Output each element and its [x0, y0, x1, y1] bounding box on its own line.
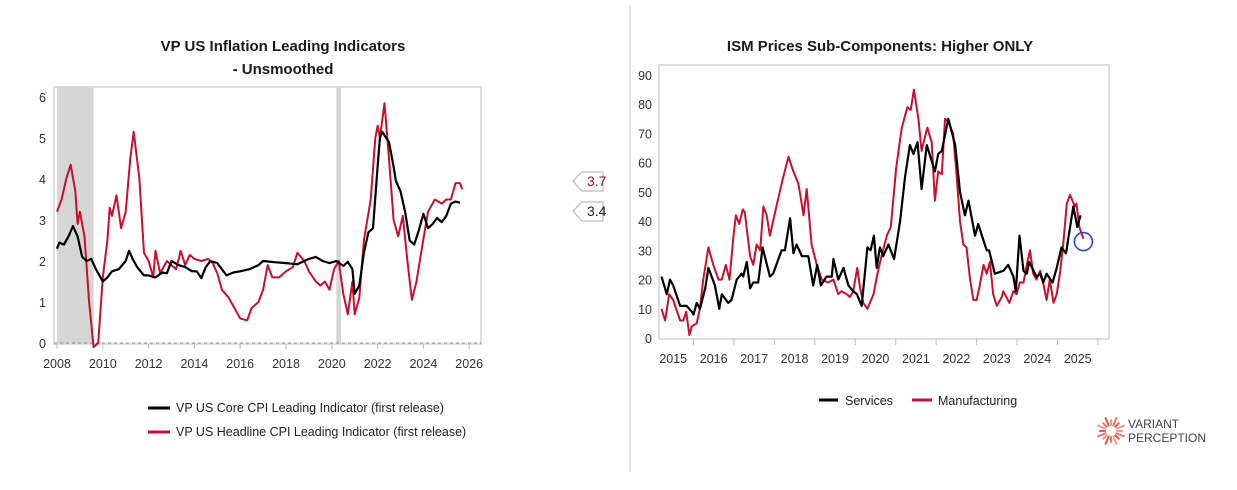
logo-burst-icon	[1097, 417, 1125, 445]
y-tick-label: 10	[638, 303, 652, 317]
logo-ray	[1114, 422, 1120, 428]
logo-ray	[1102, 434, 1108, 440]
y-tick-label: 0	[645, 332, 652, 346]
logo-ray	[1097, 432, 1107, 438]
legend-label-manufacturing: Manufacturing	[938, 394, 1017, 408]
logo-ray	[1104, 417, 1110, 427]
x-tick-label: 2014	[180, 357, 208, 371]
y-tick-label: 0	[39, 337, 46, 351]
logo-ray	[1114, 434, 1120, 440]
logo-ray	[1115, 424, 1125, 430]
x-tick-label: 2016	[226, 357, 254, 371]
legend-label-core: VP US Core CPI Leading Indicator (first …	[176, 401, 444, 415]
x-tick-label: 2023	[983, 352, 1011, 366]
y-tick-label: 4	[39, 173, 46, 187]
headline-cpi-line	[56, 102, 464, 349]
logo-ray	[1115, 432, 1125, 438]
x-tick-label: 2008	[43, 357, 71, 371]
y-tick-label: 1	[39, 296, 46, 310]
x-tick-label: 2022	[364, 357, 392, 371]
logo-text-line2: PERCEPTION	[1128, 431, 1206, 445]
x-tick-label: 2024	[1023, 352, 1051, 366]
core-cpi-line	[55, 130, 461, 295]
logo-text-line1: VARIANT	[1128, 417, 1180, 431]
x-tick-label: 2019	[821, 352, 849, 366]
left-chart: VP US Inflation Leading Indicators - Uns…	[39, 38, 607, 439]
y-tick-label: 80	[638, 98, 652, 112]
end-value-callout	[572, 171, 604, 192]
x-tick-label: 2022	[942, 352, 970, 366]
shaded-region	[57, 87, 94, 344]
x-tick-label: 2021	[902, 352, 930, 366]
y-tick-label: 30	[638, 244, 652, 258]
right-chart: ISM Prices Sub-Components: Higher ONLY 0…	[638, 38, 1110, 408]
x-tick-label: 2018	[781, 352, 809, 366]
left-plot-frame	[53, 86, 482, 345]
y-tick-label: 40	[638, 215, 652, 229]
x-tick-label: 2012	[135, 357, 163, 371]
manufacturing-line	[660, 88, 1085, 337]
legend-label-headline: VP US Headline CPI Leading Indicator (fi…	[176, 425, 466, 439]
x-tick-label: 2020	[318, 357, 346, 371]
y-tick-label: 70	[638, 127, 652, 141]
x-tick-label: 2017	[740, 352, 768, 366]
highlight-circle	[1073, 231, 1094, 252]
left-legend: VP US Core CPI Leading Indicator (first …	[148, 401, 466, 439]
right-chart-title: ISM Prices Sub-Components: Higher ONLY	[727, 38, 1033, 55]
end-value-callout	[572, 201, 604, 222]
y-tick-label: 3	[39, 214, 46, 228]
end-value-label: 3.7	[587, 173, 607, 189]
shaded-region	[336, 87, 341, 344]
logo-ray	[1097, 424, 1107, 430]
right-plot-frame	[658, 64, 1110, 340]
logo-ray	[1112, 435, 1118, 445]
x-tick-label: 2016	[700, 352, 728, 366]
x-tick-label: 2015	[659, 352, 687, 366]
y-tick-label: 2	[39, 255, 46, 269]
x-tick-label: 2010	[89, 357, 117, 371]
left-chart-subtitle: - Unsmoothed	[233, 61, 334, 78]
services-line	[660, 117, 1082, 316]
y-tick-label: 60	[638, 157, 652, 171]
x-tick-label: 2025	[1064, 352, 1092, 366]
y-tick-label: 20	[638, 274, 652, 288]
y-tick-label: 6	[39, 91, 46, 105]
x-tick-label: 2024	[409, 357, 437, 371]
logo-ray	[1104, 435, 1110, 445]
y-tick-label: 50	[638, 186, 652, 200]
variant-perception-logo: VARIANT PERCEPTION	[1097, 417, 1206, 445]
logo-ray	[1102, 422, 1108, 428]
y-tick-label: 90	[638, 69, 652, 83]
logo-ray	[1112, 417, 1118, 427]
x-tick-label: 2018	[272, 357, 300, 371]
y-tick-label: 5	[39, 132, 46, 146]
x-tick-label: 2026	[455, 357, 483, 371]
legend-label-services: Services	[845, 394, 893, 408]
end-value-label: 3.4	[587, 203, 607, 219]
left-chart-title: VP US Inflation Leading Indicators	[161, 38, 406, 55]
right-legend: Services Manufacturing	[819, 394, 1017, 408]
x-tick-label: 2020	[862, 352, 890, 366]
